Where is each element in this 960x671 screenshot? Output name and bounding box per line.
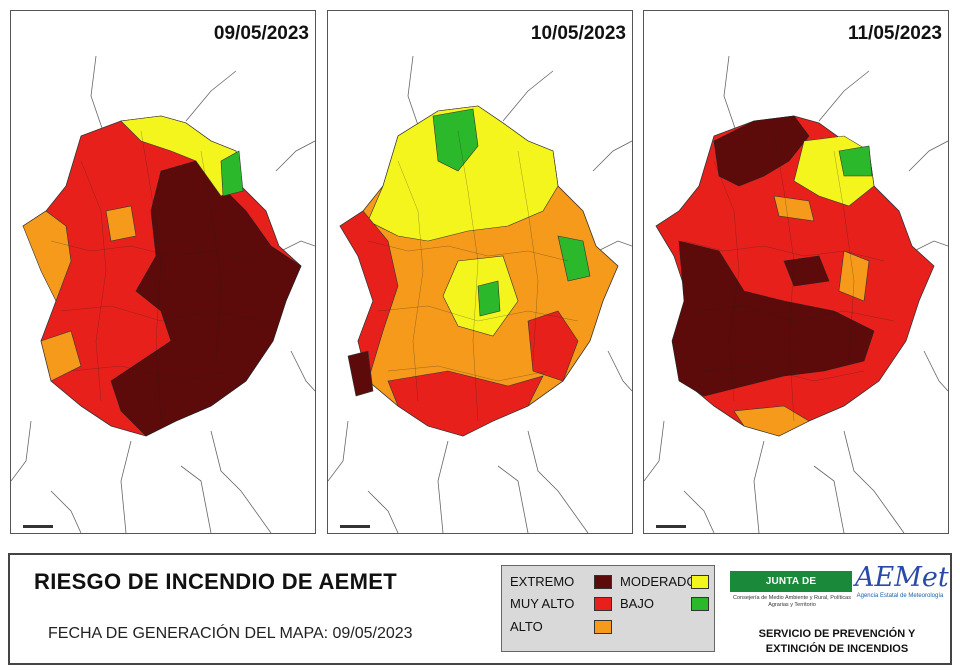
zone-very-high-west [339,210,399,383]
map-3 [644,55,948,533]
map-panel-2: 10/05/2023 [327,10,633,534]
zone-low-east [557,235,591,282]
zone-extreme-center [783,255,830,287]
zone-high-south [40,330,82,382]
legend-label-extremo: EXTREMO [510,574,575,589]
junta-extremadura-logo: JUNTA DE EXTREMADURA [730,571,852,608]
zone-moderate-north [367,105,559,242]
legend-swatch-alto [594,620,612,634]
legend-label-alto: ALTO [510,619,543,634]
legend-swatch-bajo [691,597,709,611]
zone-low-north [220,150,244,197]
zone-high-center [105,205,137,242]
zone-extreme-west [671,240,875,397]
consejeria-text: Consejería de Medio Ambiente y Rural, Po… [732,595,851,608]
zone-extreme-west [347,350,374,397]
map-date: 09/05/2023 [211,23,311,45]
map-panel-3: 11/05/2023 [643,10,949,534]
footer-panel: RIESGO DE INCENDIO DE AEMET FECHA DE GEN… [8,553,952,665]
map-2 [328,55,632,533]
zone-low-north [838,145,873,177]
zone-high-west [22,210,72,302]
legend: EXTREMO MODERADO MUY ALTO BAJO ALTO [501,565,715,652]
zone-high-south [733,405,810,437]
zone-extreme-east [110,160,302,437]
aemet-logo: AEMet Agencia Estatal de Meteorología [855,562,949,600]
zone-low-north [432,108,479,172]
generation-date: FECHA DE GENERACIÓN DEL MAPA: 09/05/2023 [48,625,413,642]
zone-very-high-east [527,310,579,382]
zone-very-high-south [387,370,544,437]
zone-high-north [773,195,815,222]
legend-swatch-moderado [691,575,709,589]
map-date: 10/05/2023 [528,23,628,45]
service-line-1: SERVICIO DE PREVENCIÓN Y [758,628,916,640]
service-line-2: EXTINCIÓN DE INCENDIOS [765,643,909,655]
zone-low-center [477,280,501,317]
legend-label-bajo: BAJO [620,596,654,611]
municipality-lines [683,130,895,422]
zone-high-east [838,250,870,302]
map-date: 11/05/2023 [845,23,944,45]
legend-swatch-muy-alto [594,597,612,611]
border-lines [11,55,315,533]
legend-swatch-extremo [594,575,612,589]
aemet-logo-text: AEMet [855,562,949,593]
map-1 [11,55,315,533]
aemet-subtitle: Agencia Estatal de Meteorología [856,593,944,599]
service-text: SERVICIO DE PREVENCIÓN Y EXTINCIÓN DE IN… [732,627,942,657]
zone-extreme-north [713,115,810,187]
border-lines [644,55,948,533]
legend-label-moderado: MODERADO [620,574,697,589]
municipality-lines [50,130,262,422]
border-lines [328,55,632,533]
legend-label-muy-alto: MUY ALTO [510,596,575,611]
map-panel-1: 09/05/2023 [10,10,316,534]
map-title: RIESGO DE INCENDIO DE AEMET [34,569,397,594]
municipality-lines [367,130,579,422]
